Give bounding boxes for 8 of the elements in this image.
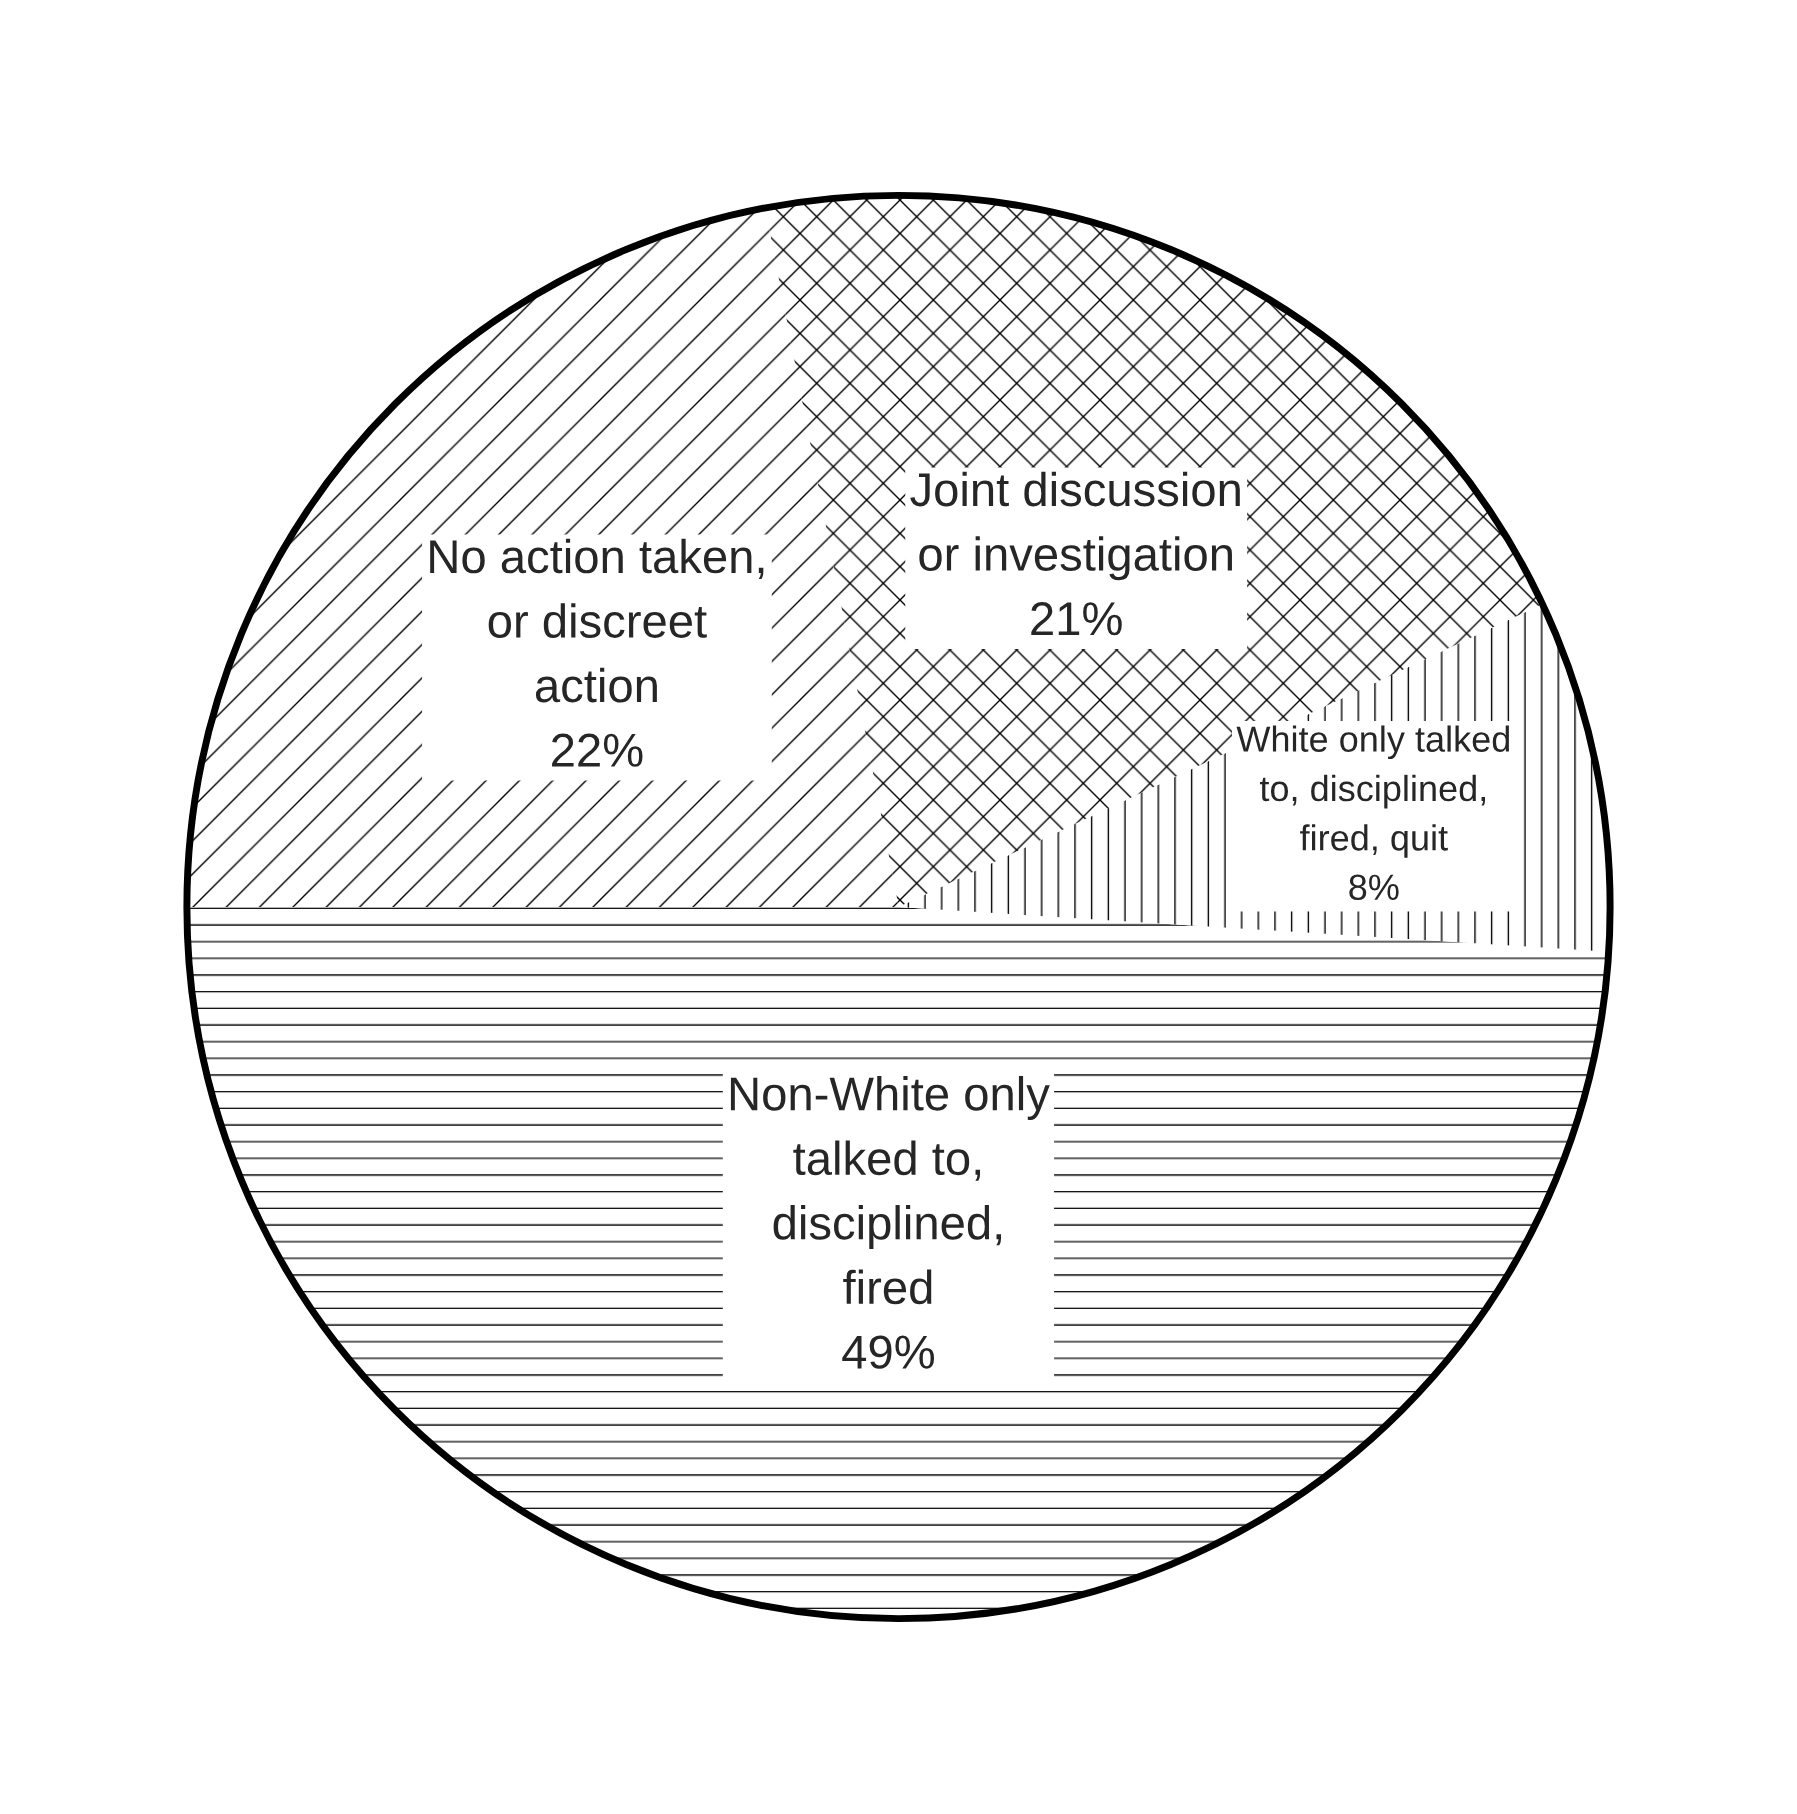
slice-label: No action taken, or discreet action	[430, 538, 764, 703]
data-label: 49%	[842, 1335, 935, 1369]
slice-label: Non-White only talked to, disciplined, fired	[730, 1075, 1050, 1305]
data-label: 8%	[1349, 874, 1399, 901]
data-label: 22%	[552, 733, 643, 767]
slice-label: Joint discussion or investigation	[910, 471, 1240, 581]
slice-label: White only talked to, disciplined, fired, quit	[1236, 725, 1509, 858]
data-label: 21%	[1031, 602, 1122, 636]
